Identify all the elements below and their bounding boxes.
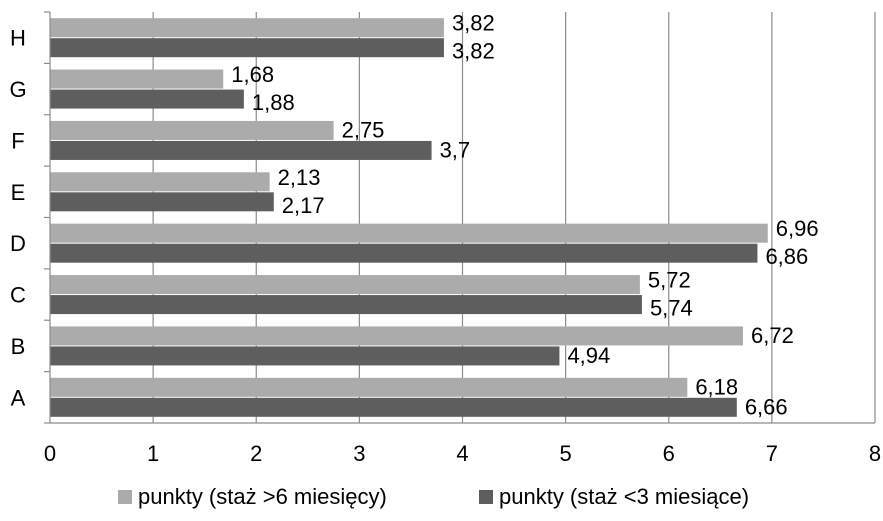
data-label-series-1: 6,96 <box>776 216 819 241</box>
data-label-series-2: 3,7 <box>440 137 471 162</box>
x-tick-label: 8 <box>869 441 881 466</box>
category-label: E <box>11 180 26 205</box>
data-label-series-2: 6,86 <box>765 244 808 269</box>
bar-series-2 <box>50 346 560 366</box>
category-label: A <box>11 385 26 410</box>
category-label: F <box>11 128 24 153</box>
category-label: C <box>10 283 26 308</box>
data-label-series-1: 5,72 <box>648 268 691 293</box>
legend-swatch-series-1 <box>118 490 132 504</box>
legend-swatch-series-2 <box>479 490 493 504</box>
data-label-series-1: 1,68 <box>231 62 274 87</box>
x-tick-label: 0 <box>44 441 56 466</box>
category-label: G <box>9 77 26 102</box>
bar-series-1 <box>50 172 270 192</box>
bar-series-1 <box>50 18 444 38</box>
data-label-series-1: 6,72 <box>751 323 794 348</box>
data-label-series-2: 4,94 <box>567 343 610 368</box>
data-label-series-2: 5,74 <box>650 296 693 321</box>
category-label: D <box>10 231 26 256</box>
category-label: B <box>11 334 26 359</box>
bar-series-2 <box>50 192 274 212</box>
bar-series-1 <box>50 120 334 140</box>
x-tick-label: 7 <box>766 441 778 466</box>
x-tick-label: 2 <box>250 441 262 466</box>
bar-series-1 <box>50 377 688 397</box>
bars <box>50 18 768 417</box>
x-tick-label: 4 <box>456 441 468 466</box>
bar-series-1 <box>50 223 768 243</box>
data-label-series-2: 2,17 <box>282 193 325 218</box>
category-label: H <box>10 26 26 51</box>
legend-label-series-2: punkty (staż <3 miesiące) <box>499 484 749 509</box>
data-label-series-1: 6,18 <box>695 374 738 399</box>
x-tick-label: 5 <box>560 441 572 466</box>
data-labels: 6,18 6,66 6,72 4,94 5,72 5,74 6,96 6,86 2,13 2,17… <box>231 11 818 420</box>
x-tick-label: 3 <box>353 441 365 466</box>
bar-series-2 <box>50 140 432 160</box>
data-label-series-1: 2,75 <box>342 117 385 142</box>
legend-label-series-1: punkty (staż >6 miesięcy) <box>138 484 387 509</box>
bar-series-2 <box>50 243 758 263</box>
data-label-series-2: 1,88 <box>252 90 295 115</box>
x-tick-label: 1 <box>147 441 159 466</box>
data-label-series-2: 3,82 <box>452 39 495 64</box>
bar-series-1 <box>50 326 743 346</box>
legend: punkty (staż >6 miesięcy) punkty (staż <3… <box>118 484 749 509</box>
data-label-series-1: 2,13 <box>278 165 321 190</box>
gridlines <box>152 12 876 423</box>
bar-series-2 <box>50 38 444 58</box>
bar-series-1 <box>50 275 640 295</box>
x-tick-label: 6 <box>663 441 675 466</box>
axes: 0 1 2 3 4 5 6 7 8 A B C D E F G H <box>9 11 881 466</box>
bar-series-2 <box>50 397 737 417</box>
bar-series-1 <box>50 69 224 89</box>
bar-series-2 <box>50 89 244 109</box>
bar-series-2 <box>50 295 642 315</box>
data-label-series-1: 3,82 <box>452 11 495 36</box>
data-label-series-2: 6,66 <box>745 394 788 419</box>
